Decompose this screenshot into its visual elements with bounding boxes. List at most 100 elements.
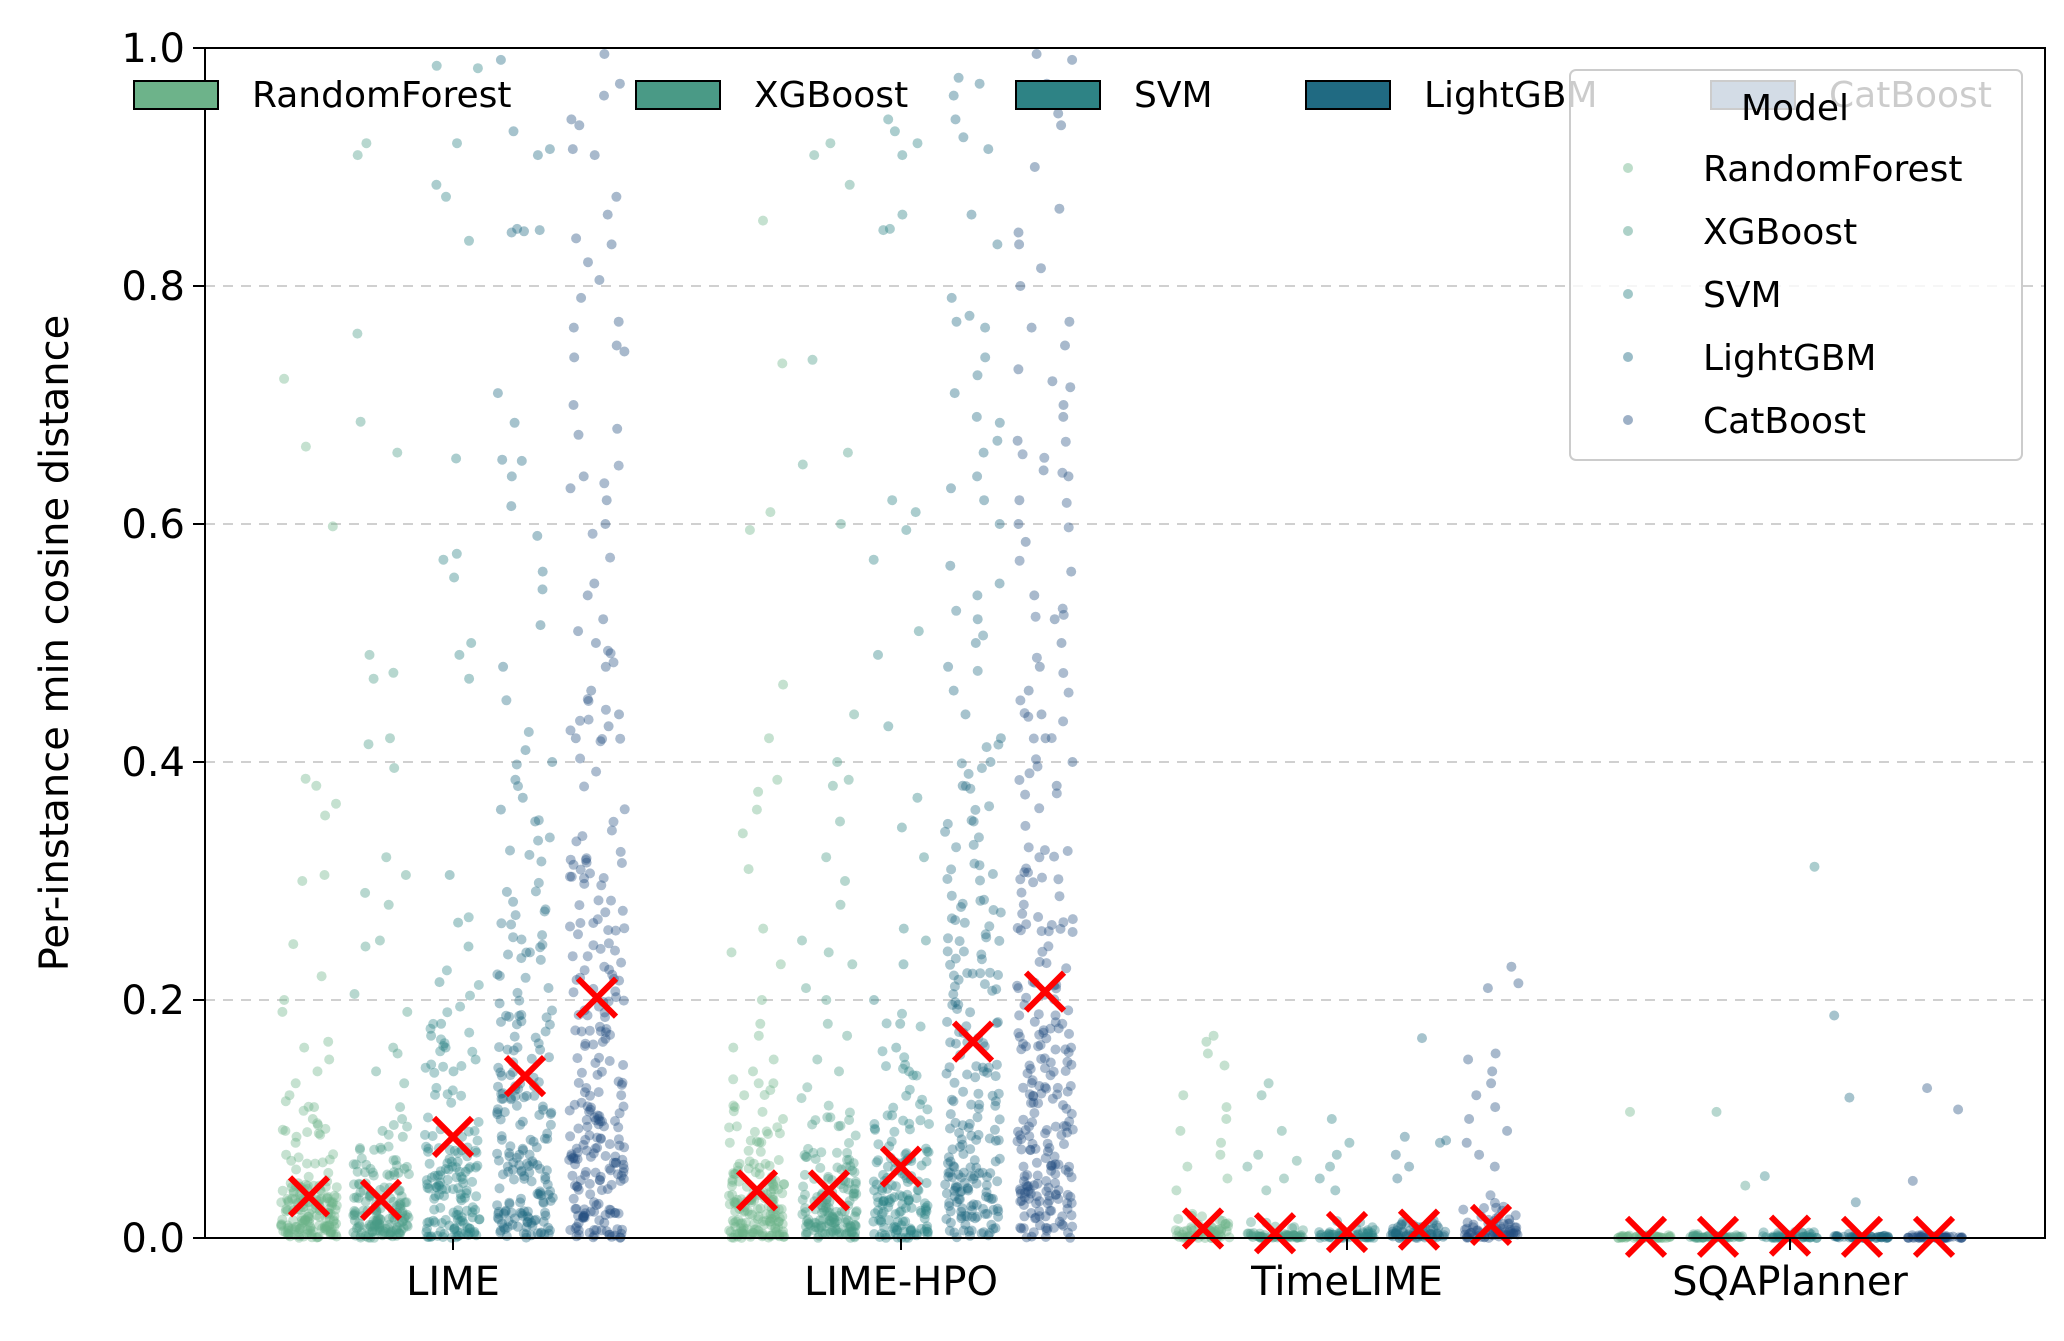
data-point	[388, 667, 399, 678]
data-point	[426, 1030, 437, 1041]
data-point	[1362, 1228, 1373, 1239]
data-point	[313, 1120, 323, 1130]
data-point	[945, 1109, 956, 1120]
data-point	[303, 1228, 314, 1239]
data-point	[613, 1208, 624, 1219]
data-point	[953, 999, 964, 1010]
data-point	[396, 1225, 407, 1236]
data-point	[728, 1042, 739, 1053]
data-point	[1428, 1223, 1439, 1234]
data-point	[946, 483, 956, 494]
data-point	[605, 1205, 616, 1215]
data-point	[1054, 203, 1065, 214]
data-point	[1063, 471, 1074, 482]
data-point	[1019, 1171, 1030, 1182]
data-point	[311, 1210, 322, 1221]
data-point	[777, 1219, 788, 1229]
data-point	[942, 1016, 953, 1027]
data-point	[1487, 1066, 1498, 1077]
data-point	[280, 1096, 291, 1107]
data-point	[801, 1216, 812, 1227]
data-point	[605, 1165, 616, 1176]
data-point	[538, 1197, 549, 1207]
data-point	[994, 578, 1005, 589]
data-point	[1012, 1136, 1023, 1147]
data-point	[972, 614, 983, 625]
data-point	[1058, 917, 1069, 928]
data-point	[367, 1226, 378, 1237]
data-point	[849, 1167, 860, 1178]
data-point	[949, 388, 960, 399]
data-point	[444, 870, 455, 880]
data-point	[592, 1069, 603, 1080]
data-point	[611, 191, 622, 202]
data-point	[941, 1188, 952, 1199]
data-point	[1066, 566, 1077, 577]
data-point	[898, 1115, 909, 1126]
data-point	[280, 1125, 291, 1136]
data-point	[844, 1138, 854, 1148]
data-point	[916, 1160, 927, 1171]
data-point	[1024, 1184, 1035, 1195]
data-point	[1064, 316, 1075, 327]
data-point	[943, 933, 953, 944]
data-point	[1223, 1221, 1233, 1232]
data-point	[950, 1117, 961, 1128]
data-point	[1036, 709, 1047, 720]
data-point	[1362, 1225, 1373, 1236]
data-point	[945, 1037, 956, 1048]
data-point	[1873, 1231, 1884, 1242]
data-point	[906, 1202, 917, 1213]
data-point	[597, 734, 608, 744]
data-point	[1490, 1102, 1501, 1113]
data-point	[1014, 239, 1025, 250]
data-point	[506, 1207, 517, 1218]
data-point	[923, 1147, 934, 1158]
data-point	[774, 1128, 785, 1139]
data-point	[614, 709, 624, 720]
data-point	[847, 959, 858, 970]
data-point	[1029, 1016, 1040, 1027]
data-point	[368, 1215, 379, 1226]
data-point	[831, 1216, 842, 1226]
data-point	[823, 1202, 834, 1213]
data-point	[585, 1151, 596, 1162]
data-point	[324, 1154, 335, 1165]
data-point	[1503, 1218, 1514, 1229]
data-point	[1471, 1090, 1482, 1101]
data-point	[1432, 1228, 1443, 1239]
data-point	[535, 620, 546, 631]
data-point	[844, 1154, 855, 1165]
data-point	[843, 1184, 854, 1195]
data-point	[389, 763, 400, 773]
data-point	[1197, 1211, 1207, 1222]
data-point	[735, 1218, 746, 1229]
data-point	[392, 1048, 403, 1059]
data-point	[948, 989, 959, 1000]
data-point	[843, 774, 854, 785]
data-point	[375, 1142, 386, 1153]
data-point	[349, 1215, 360, 1226]
data-point	[319, 1223, 330, 1234]
data-point	[963, 1122, 974, 1133]
data-point	[582, 590, 593, 601]
data-point	[958, 132, 969, 143]
data-point	[1018, 899, 1029, 910]
data-point	[582, 951, 593, 962]
data-point	[284, 1228, 295, 1239]
data-point	[920, 1204, 931, 1215]
data-point	[1065, 1191, 1076, 1202]
data-point	[380, 1223, 391, 1234]
data-point	[774, 1213, 785, 1224]
data-point	[393, 1228, 404, 1239]
data-point	[538, 1104, 549, 1115]
data-point	[1050, 1189, 1061, 1200]
data-point	[944, 1201, 954, 1212]
data-point	[541, 1012, 552, 1023]
data-point	[524, 1149, 535, 1160]
data-point	[1216, 1226, 1227, 1237]
legend-top-item: XGBoost	[635, 75, 908, 116]
data-point	[749, 1228, 760, 1239]
data-point	[374, 935, 385, 946]
data-point	[426, 1059, 437, 1070]
